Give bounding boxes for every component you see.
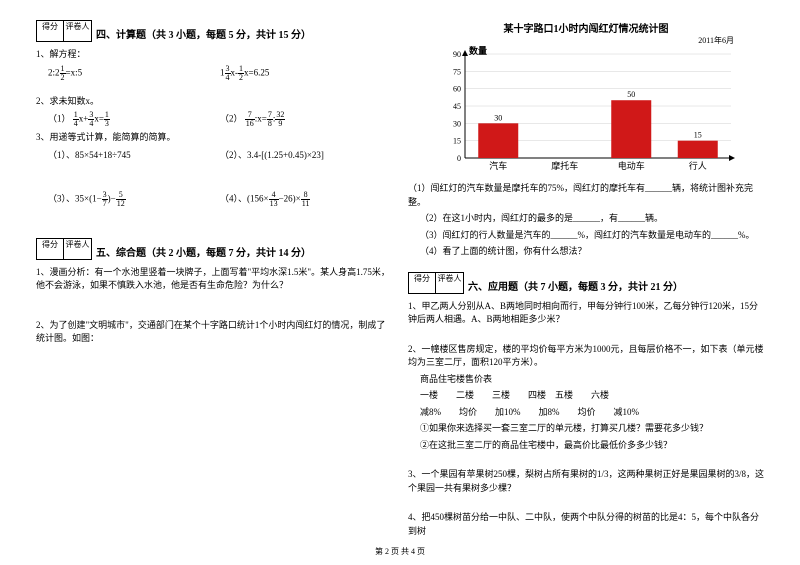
svg-text:数量: 数量 [469, 46, 487, 56]
section6-title: 六、应用题（共 7 小题，每题 3 分，共计 21 分） [468, 278, 683, 293]
q2a: （1） 14x+34x=13 [48, 111, 220, 128]
section4-title: 四、计算题（共 3 小题，每题 5 分，共计 15 分） [96, 26, 311, 41]
cq4: （4）看了上面的统计图，你有什么想法？ [420, 245, 764, 259]
s5q2: 2、为了创建"文明城市"，交通部门在某个十字路口统计1个小时内闯红灯的情况，制成… [36, 319, 392, 346]
q3c: （3）、35×(1−37)−512 [48, 191, 220, 208]
svg-text:摩托车: 摩托车 [551, 160, 578, 171]
s6q2d: 减8% 均价 加10% 加8% 均价 减10% [420, 406, 764, 420]
q2b: （2） 716:x=78:329 [220, 111, 392, 128]
score-cell: 得分 [36, 20, 64, 42]
cq3: （3）闯红灯的行人数量是汽车的______%，闯红灯的汽车数量是电动车的____… [420, 229, 764, 243]
svg-text:50: 50 [627, 90, 635, 99]
q3b: （2）、3.4-[(1.25+0.45)×23] [220, 148, 392, 161]
s6q1: 1、甲乙两人分别从A、B两地同时相向而行，甲每分钟行100米，乙每分钟行120米… [408, 300, 764, 327]
svg-text:电动车: 电动车 [618, 160, 645, 171]
svg-text:15: 15 [453, 137, 461, 146]
s6q2a: 2、一幢楼区售房规定，楼的平均价每平方米为1000元，且每层价格不一，如下表（单… [408, 343, 764, 370]
s6q2c: 一楼 二楼 三楼 四楼 五楼 六楼 [420, 389, 764, 403]
s6q3: 3、一个果园有苹果树250棵，梨树占所有果树的1/3，这两种果树正好是果园果树的… [408, 468, 764, 495]
s6q2e: ①如果你来选择买一套三室二厅的单元楼，打算买几楼？需要花多少钱？ [420, 422, 764, 436]
svg-text:30: 30 [453, 119, 461, 128]
svg-text:0: 0 [457, 154, 461, 163]
svg-text:汽车: 汽车 [489, 160, 507, 171]
bar-chart: 0 15 30 45 60 75 90 数量 30 汽车 摩托车 50 电动车 15 行人 [431, 46, 741, 176]
q1a: 2:212=x:5 [48, 65, 220, 82]
section5-title: 五、综合题（共 2 小题，每题 7 分，共计 14 分） [96, 244, 311, 259]
q1b: 134x-12x=6.25 [220, 65, 392, 82]
score-cell-5: 得分 [36, 238, 64, 260]
s6q2b: 商品住宅楼售价表 [420, 373, 764, 387]
s6q4: 4、把450棵树苗分给一中队、二中队，使两个中队分得的树苗的比是4：5，每个中队… [408, 511, 764, 538]
cq2: （2）在这1小时内，闯红灯的最多的是______，有______辆。 [420, 212, 764, 226]
q3-label: 3、用递等式计算，能简算的简算。 [36, 131, 392, 145]
q1-label: 1、解方程： [36, 48, 392, 62]
svg-text:75: 75 [453, 67, 461, 76]
svg-text:30: 30 [494, 113, 502, 122]
svg-text:15: 15 [694, 131, 702, 140]
grader-cell-6: 评卷人 [436, 272, 464, 294]
svg-text:90: 90 [453, 50, 461, 59]
page-footer: 第 2 页 共 4 页 [0, 546, 800, 557]
q3a: （1）、85×54+18÷745 [48, 148, 220, 161]
score-cell-6: 得分 [408, 272, 436, 294]
grader-cell: 评卷人 [64, 20, 92, 42]
s6q2f: ②在这批三室二厅的商品住宅楼中，最高价比最低价多多少钱？ [420, 439, 764, 453]
q3d: （4）、(156×413−26)×811 [220, 191, 392, 208]
q2-label: 2、求未知数x。 [36, 95, 392, 109]
chart-title: 某十字路口1小时内闯红灯情况统计图 [408, 20, 764, 35]
svg-text:45: 45 [453, 102, 461, 111]
cq1: （1）闯红灯的汽车数量是摩托车的75%，闯红灯的摩托车有______辆，将统计图… [408, 182, 764, 209]
svg-text:60: 60 [453, 85, 461, 94]
svg-text:行人: 行人 [689, 160, 707, 171]
s5q1: 1、漫画分析：有一个水池里竖着一块牌子，上面写着"平均水深1.5米"。某人身高1… [36, 266, 392, 293]
chart-date: 2011年6月 [408, 35, 764, 46]
grader-cell-5: 评卷人 [64, 238, 92, 260]
